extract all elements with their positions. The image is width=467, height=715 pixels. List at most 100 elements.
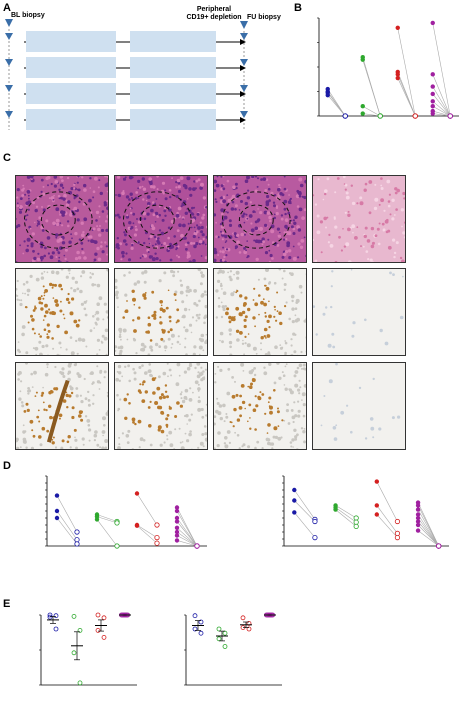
data-point	[95, 627, 101, 633]
bl-biopsy-marker-icon	[5, 19, 13, 27]
data-point-pre	[395, 75, 400, 81]
data-point-pre	[374, 503, 380, 508]
data-point-post	[114, 543, 120, 549]
data-point	[53, 613, 59, 619]
data-point-post	[342, 113, 348, 119]
fu-marker-icon	[240, 33, 248, 40]
data-point-pre	[374, 479, 380, 484]
data-point	[71, 650, 77, 656]
data-point	[192, 613, 198, 619]
micrograph-2-0	[15, 362, 109, 450]
data-point	[101, 634, 107, 640]
dose-box-2	[130, 109, 216, 130]
data-point-pre	[430, 72, 435, 77]
data-point-pre	[292, 487, 297, 493]
data-point	[222, 644, 228, 649]
micrograph-2-3	[312, 362, 406, 450]
data-point	[198, 630, 204, 636]
data-point-pre	[325, 92, 330, 98]
bl-marker-icon	[5, 111, 13, 118]
data-point	[95, 612, 101, 618]
data-point-pre	[54, 508, 60, 514]
data-point-pre	[395, 72, 400, 77]
micrograph-0-0	[15, 175, 109, 263]
data-point-post	[154, 522, 160, 528]
dose-box-2	[130, 57, 216, 78]
chart-d2	[282, 475, 449, 549]
data-point	[222, 630, 228, 636]
micrograph-1-3	[312, 268, 406, 356]
panel-label-d: D	[3, 460, 11, 472]
data-point-pre	[94, 517, 100, 522]
data-point-pre	[174, 525, 180, 530]
data-point-pre	[415, 507, 421, 512]
fu-marker-icon	[240, 85, 248, 92]
data-point-pre	[395, 25, 400, 30]
data-point-pre	[174, 519, 180, 524]
data-point-pre	[333, 507, 338, 512]
data-point	[77, 680, 83, 686]
data-point-post	[74, 537, 80, 543]
fu-biopsy-marker-icon	[240, 21, 248, 29]
data-point-pre	[174, 529, 180, 535]
chart-e1	[39, 612, 137, 686]
micrograph-1-0	[15, 268, 109, 356]
data-point-pre	[430, 20, 435, 26]
data-point-pre	[134, 523, 140, 528]
panel-label-e: E	[3, 598, 11, 610]
chart-b	[317, 17, 459, 119]
dose-box-1	[26, 83, 116, 104]
data-point	[101, 615, 107, 621]
fu-marker-icon	[240, 59, 248, 66]
data-point-post	[194, 543, 200, 549]
micrograph-0-2	[213, 175, 307, 263]
data-point	[71, 613, 77, 619]
data-point-post	[377, 113, 383, 119]
data-point-post	[436, 543, 442, 549]
data-point-post	[312, 518, 318, 525]
data-point	[192, 626, 198, 632]
data-point-post	[312, 535, 318, 541]
data-point-pre	[174, 505, 180, 510]
data-point	[246, 626, 252, 632]
data-point	[47, 614, 53, 620]
peripheral-depletion-label: Peripheral CD19+ depletion	[186, 6, 242, 21]
data-point	[240, 615, 246, 621]
data-point-pre	[174, 508, 180, 514]
data-point-pre	[415, 515, 421, 521]
data-point-pre	[54, 493, 60, 498]
data-point-pre	[374, 512, 380, 517]
data-point-pre	[415, 528, 421, 533]
data-point-pre	[415, 522, 421, 528]
micrograph-0-3	[312, 175, 406, 263]
panel-label-b: B	[294, 2, 302, 14]
dose-box-1	[26, 109, 116, 130]
data-point	[47, 612, 53, 618]
panel-label-c: C	[3, 152, 11, 164]
data-point	[53, 626, 59, 632]
data-point-pre	[174, 515, 180, 521]
chart-d1	[45, 475, 207, 549]
data-point-post	[353, 519, 359, 525]
data-point-pre	[174, 533, 180, 538]
data-point-pre	[360, 104, 365, 109]
data-point-pre	[415, 503, 421, 508]
data-point-pre	[292, 510, 297, 515]
data-point-pre	[360, 111, 365, 116]
data-point-post	[114, 520, 120, 526]
data-point-pre	[430, 104, 435, 109]
data-point-pre	[134, 491, 140, 496]
data-point	[216, 626, 222, 632]
data-point-post	[154, 535, 160, 541]
data-point-pre	[54, 515, 60, 521]
data-point-pre	[430, 111, 435, 116]
bl-marker-icon	[5, 59, 13, 66]
data-point-post	[394, 530, 401, 537]
data-point	[198, 619, 204, 625]
data-point-pre	[430, 99, 435, 104]
data-point-post	[74, 529, 80, 535]
data-point-pre	[415, 519, 421, 524]
fu-marker-icon	[240, 111, 248, 118]
data-point	[77, 627, 83, 633]
